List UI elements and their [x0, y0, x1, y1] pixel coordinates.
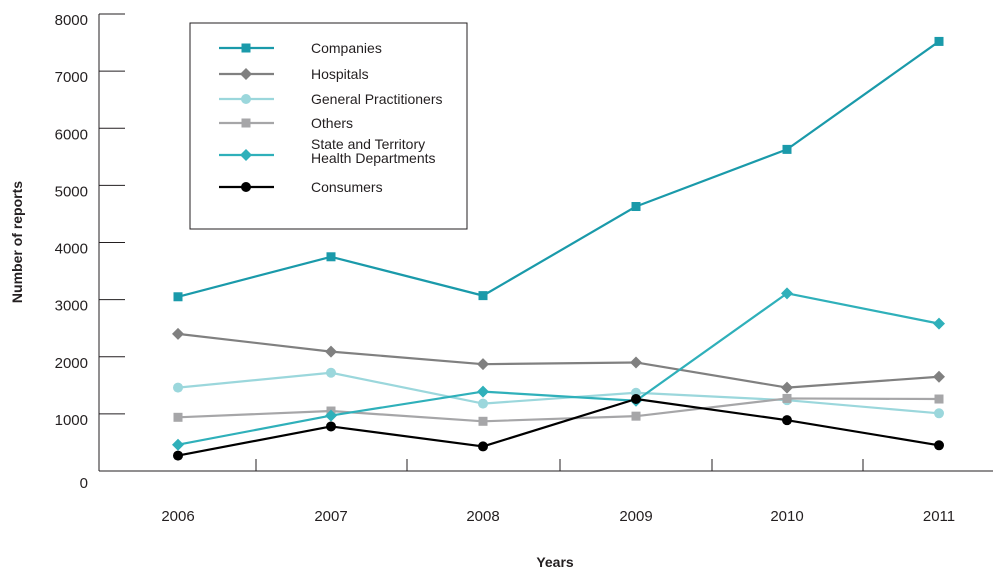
series-hospitals: [172, 327, 945, 394]
data-point: [782, 393, 792, 403]
data-point: [631, 411, 641, 421]
data-point: [326, 367, 336, 378]
legend-swatch-marker: [241, 94, 251, 104]
legend-label: Others: [311, 115, 353, 131]
axes: 0 1000 2000 3000 4000 5000 6000 7000 8000 2006 200…: [55, 12, 993, 525]
data-point: [326, 252, 336, 262]
y-tick-label: 5000: [55, 183, 88, 200]
y-tick-label: 8000: [55, 12, 88, 29]
data-point: [933, 317, 945, 330]
data-point: [478, 441, 488, 452]
y-tick-label: 2000: [55, 355, 88, 372]
series-line: [177, 40, 940, 298]
data-point: [325, 345, 337, 358]
data-point: [934, 36, 944, 46]
legend-label: State and Territory: [311, 136, 425, 152]
data-point: [173, 382, 183, 393]
legend-item-others: Others: [219, 115, 353, 131]
data-point: [934, 440, 944, 451]
data-point: [478, 416, 488, 426]
data-point: [172, 327, 184, 340]
data-point: [173, 450, 183, 461]
data-point: [782, 415, 792, 426]
data-point: [325, 409, 337, 422]
legend-swatch-marker: [241, 118, 251, 128]
legend-item-consumers: Consumers: [219, 179, 383, 195]
data-point: [172, 438, 184, 451]
legend-swatch-marker: [241, 43, 251, 53]
series-layer: [172, 36, 945, 461]
data-point: [630, 356, 642, 369]
data-point: [782, 144, 792, 154]
data-point: [173, 292, 183, 302]
series-line: [177, 332, 940, 389]
legend-item-general-practitioners: General Practitioners: [219, 91, 443, 107]
legend-swatch-marker: [240, 68, 252, 80]
x-tick-label: 2011: [923, 508, 955, 525]
series-companies: [173, 36, 944, 302]
data-point: [933, 370, 945, 383]
legend-item-companies: Companies: [219, 40, 382, 56]
data-point: [173, 412, 183, 422]
data-point: [326, 421, 336, 432]
legend-label: Consumers: [311, 179, 383, 195]
data-point: [781, 287, 793, 300]
x-tick-label: 2008: [466, 508, 499, 525]
y-tick-label: 0: [80, 475, 88, 492]
data-point: [478, 398, 488, 409]
data-point: [934, 394, 944, 404]
legend-label: General Practitioners: [311, 91, 443, 107]
y-tick-label: 7000: [55, 69, 88, 86]
legend-swatch-marker: [241, 182, 251, 192]
legend-label: Companies: [311, 40, 382, 56]
y-tick-label: 3000: [55, 298, 88, 315]
series-line: [177, 397, 940, 423]
data-point: [477, 358, 489, 371]
x-tick-label: 2009: [619, 508, 652, 525]
series-line: [177, 371, 940, 415]
y-tick-label: 1000: [55, 412, 88, 429]
series-line: [177, 292, 940, 446]
series-line: [177, 397, 940, 457]
x-tick-label: 2010: [770, 508, 803, 525]
x-tick-label: 2006: [161, 508, 194, 525]
y-axis-title: Number of reports: [9, 181, 25, 303]
legend-swatch-marker: [240, 149, 252, 161]
legend-box: [189, 22, 468, 230]
legend-label: Health Departments: [311, 150, 436, 166]
data-point: [781, 381, 793, 394]
legend-label: Hospitals: [311, 66, 369, 82]
data-point: [631, 394, 641, 405]
series-general-practitioners: [173, 367, 944, 419]
x-tick-label: 2007: [314, 508, 347, 525]
legend-item-hospitals: Hospitals: [219, 66, 369, 82]
y-tick-label: 6000: [55, 126, 88, 143]
data-point: [478, 291, 488, 301]
legend: Companies Hospitals General Practitioners O…: [189, 22, 468, 230]
data-point: [631, 202, 641, 212]
data-point: [934, 408, 944, 419]
y-tick-label: 4000: [55, 241, 88, 258]
series-consumers: [173, 394, 944, 461]
data-point: [477, 385, 489, 398]
x-axis-title: Years: [536, 554, 574, 570]
